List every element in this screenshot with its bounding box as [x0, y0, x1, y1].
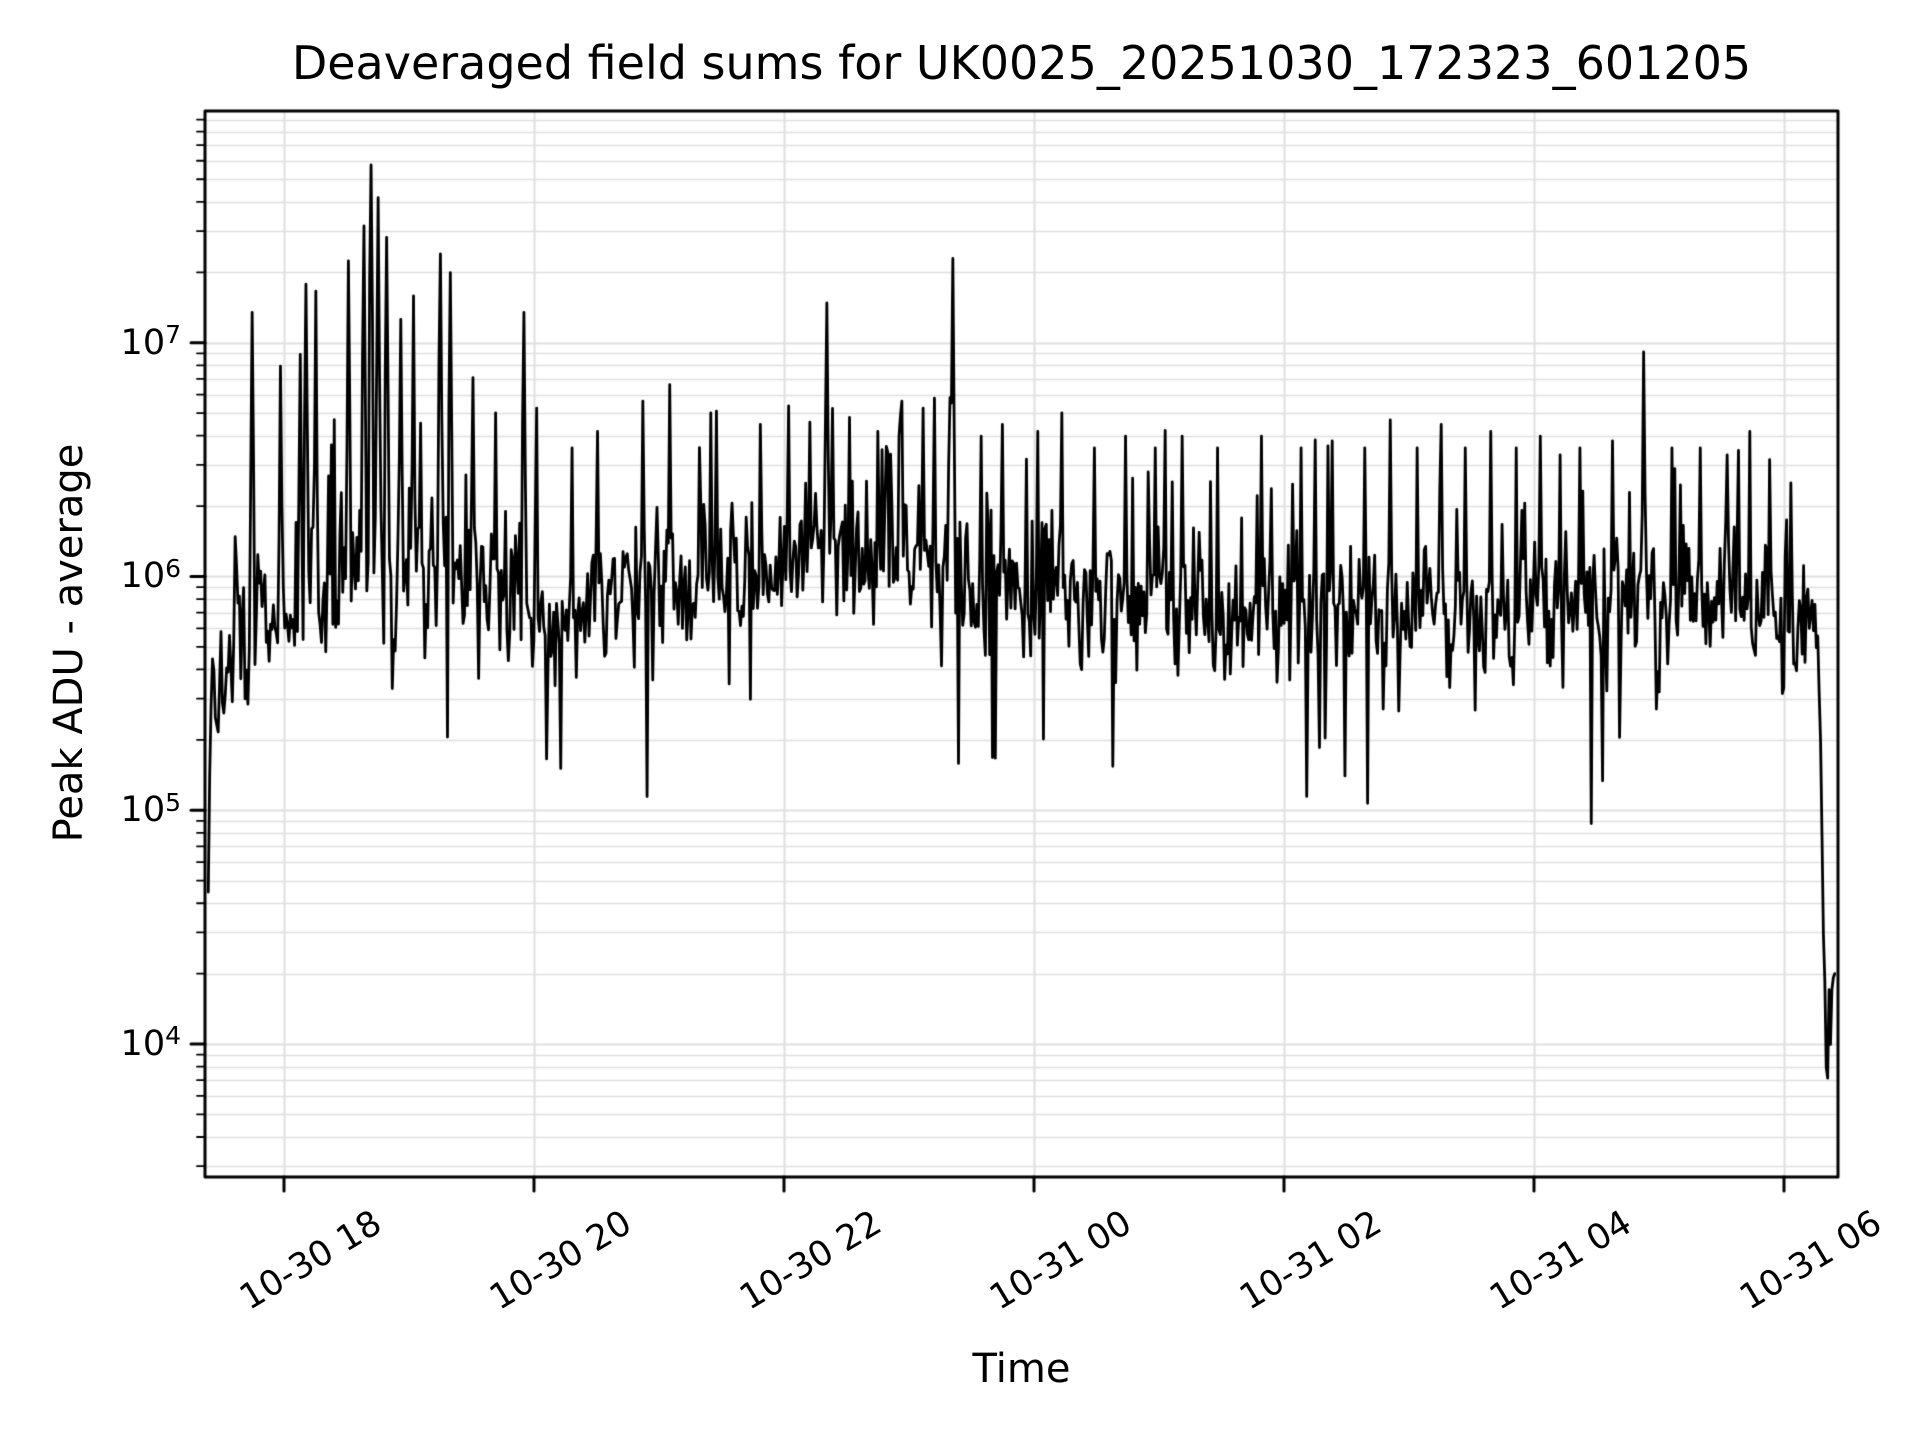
y-tick-base: 10: [120, 790, 166, 831]
chart-title: Deaveraged field sums for UK0025_2025103…: [291, 36, 1752, 90]
x-axis-label: Time: [972, 1346, 1071, 1392]
y-tick-label: 106: [15, 551, 181, 601]
y-tick-exponent: 5: [165, 787, 181, 817]
y-tick-base: 10: [120, 322, 166, 363]
y-tick-base: 10: [120, 556, 166, 597]
y-tick-exponent: 6: [165, 553, 181, 583]
y-tick-label: 105: [15, 785, 181, 835]
y-axis-label: Peak ADU - average: [46, 443, 92, 843]
y-tick-exponent: 4: [165, 1021, 181, 1051]
y-tick-label: 107: [15, 318, 181, 368]
y-tick-exponent: 7: [165, 320, 181, 349]
y-tick-label: 104: [15, 1019, 181, 1069]
y-tick-base: 10: [120, 1023, 166, 1064]
